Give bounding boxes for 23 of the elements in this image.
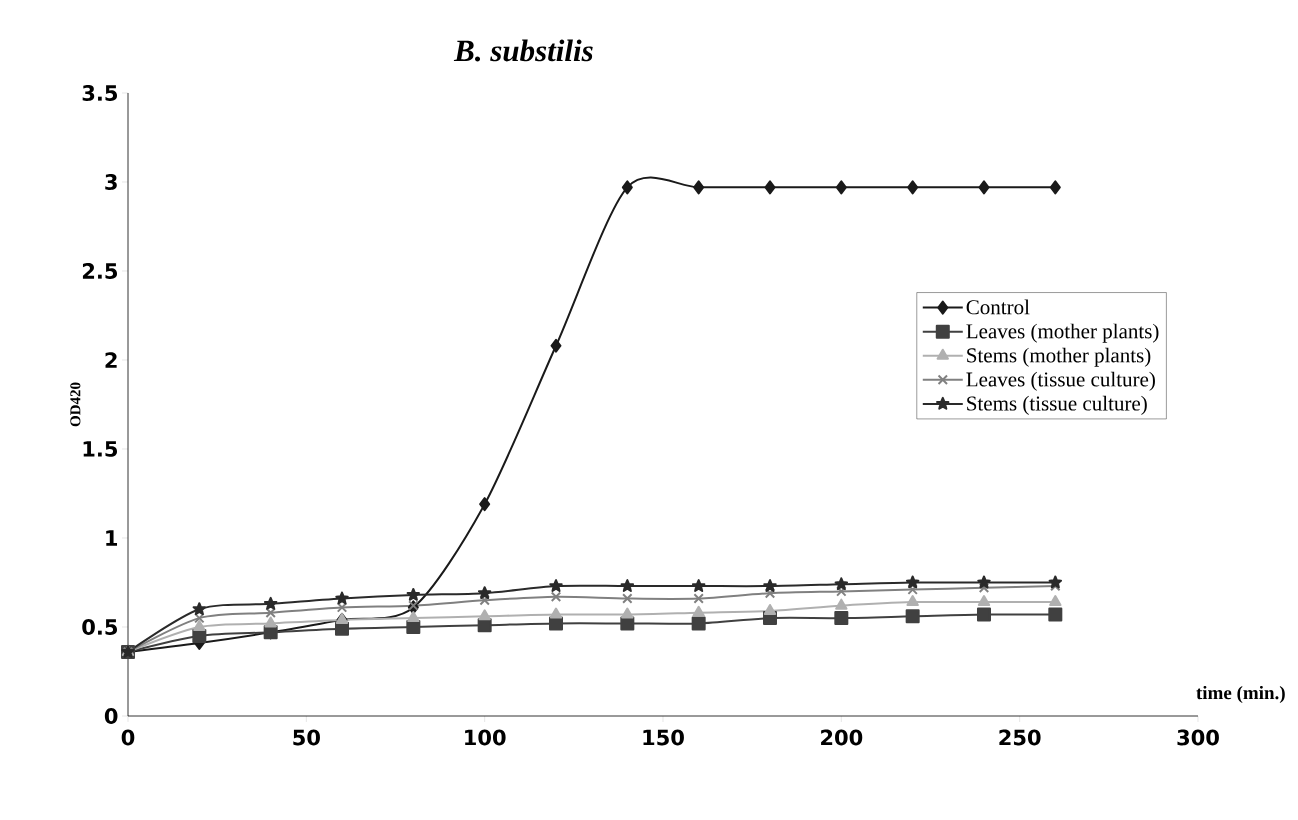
y-axis-title: OD420 — [70, 382, 81, 427]
x-tick-label: 100 — [465, 729, 506, 746]
y-tick-label: 3.5 — [82, 85, 118, 101]
x-tick-label: 0 — [121, 729, 135, 746]
y-tick-label: 1.5 — [83, 441, 118, 457]
y-tick-label: 2 — [105, 352, 117, 368]
y-tick-label: 3 — [105, 174, 117, 190]
x-axis-title: time (min.) — [1196, 685, 1285, 704]
x-tick-label: 150 — [643, 729, 684, 746]
x-tick-label: 200 — [821, 729, 863, 746]
chart-title: B. substilis — [453, 39, 593, 62]
y-tick-label: 0.5 — [82, 619, 118, 635]
x-tick-label: 50 — [293, 729, 320, 746]
y-tick-label: 2.5 — [82, 263, 118, 279]
y-tick-label: 1 — [106, 530, 118, 546]
legend-label: Leaves (mother plants) — [966, 323, 1159, 343]
legend-label: Stems (mother plants) — [967, 347, 1151, 367]
y-tick-label: 0 — [104, 708, 118, 724]
legend-label: Control — [966, 299, 1030, 315]
legend-label: Leaves (tissue culture) — [966, 371, 1155, 391]
x-tick-label: 250 — [999, 729, 1041, 746]
x-tick-label: 300 — [1177, 729, 1219, 746]
legend-label: Stems (tissue culture) — [967, 395, 1147, 415]
